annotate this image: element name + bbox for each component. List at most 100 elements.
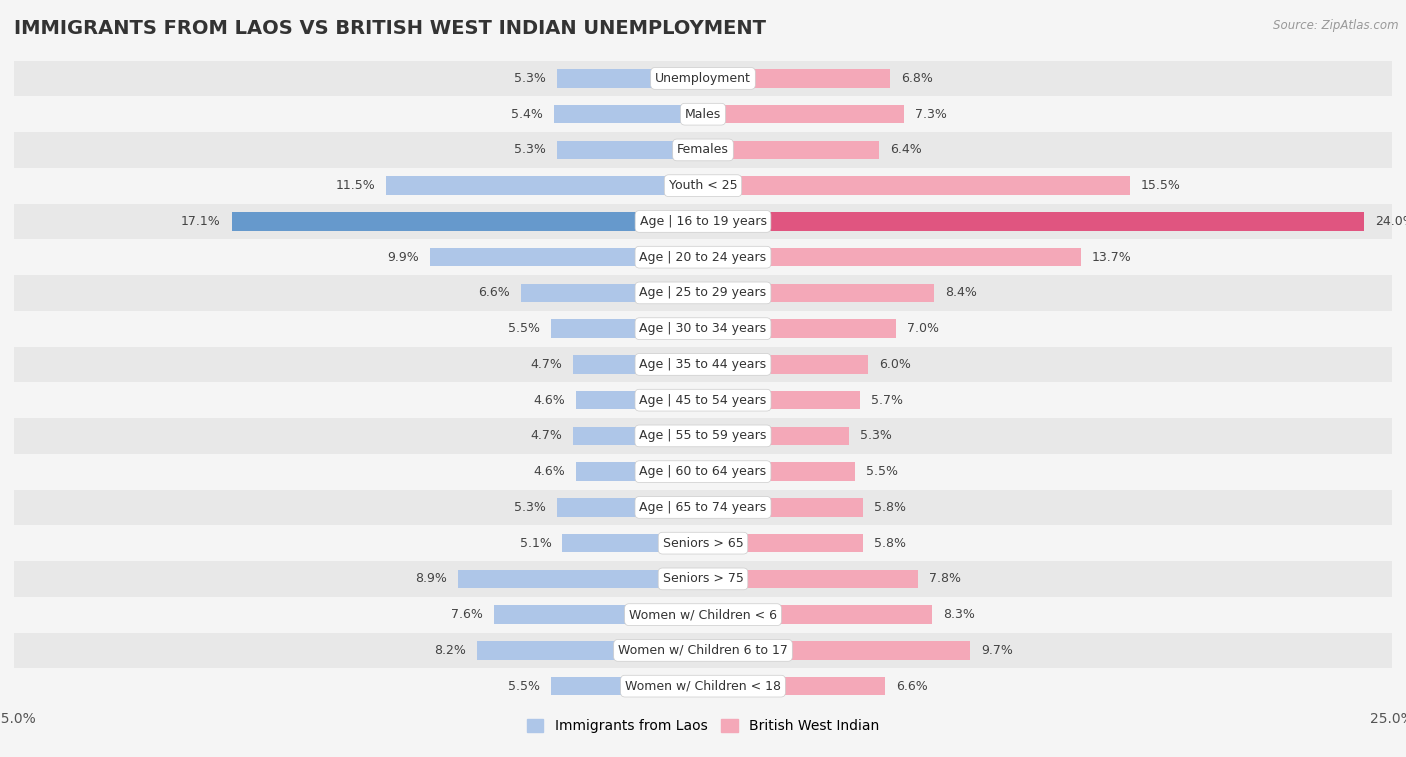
Bar — [14, 132, 1392, 168]
Text: 5.8%: 5.8% — [875, 537, 905, 550]
Bar — [14, 347, 1392, 382]
Bar — [14, 453, 1392, 490]
Bar — [703, 677, 884, 696]
Bar — [387, 176, 703, 195]
Bar — [14, 490, 1392, 525]
Text: Women w/ Children < 6: Women w/ Children < 6 — [628, 608, 778, 621]
Text: 5.1%: 5.1% — [520, 537, 551, 550]
Text: 5.3%: 5.3% — [515, 501, 546, 514]
Text: Seniors > 65: Seniors > 65 — [662, 537, 744, 550]
Bar — [703, 248, 1081, 266]
Text: 4.7%: 4.7% — [530, 358, 562, 371]
Bar — [703, 391, 860, 410]
Bar — [522, 284, 703, 302]
Text: 7.6%: 7.6% — [451, 608, 482, 621]
Bar — [554, 105, 703, 123]
Text: 6.8%: 6.8% — [901, 72, 934, 85]
Text: 7.0%: 7.0% — [907, 322, 939, 335]
Bar — [14, 561, 1392, 597]
Bar — [562, 534, 703, 553]
Text: 9.9%: 9.9% — [388, 251, 419, 263]
Text: Age | 25 to 29 years: Age | 25 to 29 years — [640, 286, 766, 300]
Text: Unemployment: Unemployment — [655, 72, 751, 85]
Bar — [703, 498, 863, 517]
Bar — [14, 382, 1392, 418]
Text: 13.7%: 13.7% — [1091, 251, 1132, 263]
Bar — [14, 61, 1392, 96]
Bar — [703, 641, 970, 659]
Text: 5.3%: 5.3% — [515, 143, 546, 157]
Bar — [551, 319, 703, 338]
Text: 4.6%: 4.6% — [533, 394, 565, 407]
Text: 4.6%: 4.6% — [533, 465, 565, 478]
Text: 8.9%: 8.9% — [415, 572, 447, 585]
Text: Women w/ Children 6 to 17: Women w/ Children 6 to 17 — [619, 644, 787, 657]
Text: Age | 20 to 24 years: Age | 20 to 24 years — [640, 251, 766, 263]
Bar — [494, 606, 703, 624]
Bar — [703, 319, 896, 338]
Text: Age | 30 to 34 years: Age | 30 to 34 years — [640, 322, 766, 335]
Text: Seniors > 75: Seniors > 75 — [662, 572, 744, 585]
Text: 15.5%: 15.5% — [1142, 179, 1181, 192]
Text: Males: Males — [685, 107, 721, 120]
Text: 4.7%: 4.7% — [530, 429, 562, 442]
Bar — [458, 569, 703, 588]
Bar — [14, 525, 1392, 561]
Bar — [551, 677, 703, 696]
Text: 11.5%: 11.5% — [335, 179, 375, 192]
Legend: Immigrants from Laos, British West Indian: Immigrants from Laos, British West India… — [522, 714, 884, 739]
Text: 6.0%: 6.0% — [879, 358, 911, 371]
Text: IMMIGRANTS FROM LAOS VS BRITISH WEST INDIAN UNEMPLOYMENT: IMMIGRANTS FROM LAOS VS BRITISH WEST IND… — [14, 19, 766, 38]
Text: Source: ZipAtlas.com: Source: ZipAtlas.com — [1274, 19, 1399, 32]
Text: 5.3%: 5.3% — [860, 429, 891, 442]
Bar — [14, 204, 1392, 239]
Bar — [557, 141, 703, 159]
Text: Age | 45 to 54 years: Age | 45 to 54 years — [640, 394, 766, 407]
Text: 6.6%: 6.6% — [478, 286, 510, 300]
Bar — [14, 239, 1392, 275]
Bar — [14, 96, 1392, 132]
Bar — [703, 176, 1130, 195]
Text: 5.7%: 5.7% — [872, 394, 903, 407]
Bar — [703, 69, 890, 88]
Bar — [703, 355, 869, 374]
Bar — [14, 633, 1392, 668]
Text: Age | 55 to 59 years: Age | 55 to 59 years — [640, 429, 766, 442]
Text: Age | 65 to 74 years: Age | 65 to 74 years — [640, 501, 766, 514]
Bar — [703, 212, 1364, 231]
Bar — [14, 311, 1392, 347]
Bar — [576, 463, 703, 481]
Bar — [703, 569, 918, 588]
Text: Age | 35 to 44 years: Age | 35 to 44 years — [640, 358, 766, 371]
Text: Age | 60 to 64 years: Age | 60 to 64 years — [640, 465, 766, 478]
Text: 6.6%: 6.6% — [896, 680, 928, 693]
Text: 7.8%: 7.8% — [929, 572, 960, 585]
Text: 5.8%: 5.8% — [875, 501, 905, 514]
Bar — [703, 284, 935, 302]
Bar — [557, 498, 703, 517]
Text: 5.5%: 5.5% — [866, 465, 897, 478]
Text: 8.3%: 8.3% — [943, 608, 974, 621]
Text: Females: Females — [678, 143, 728, 157]
Text: Youth < 25: Youth < 25 — [669, 179, 737, 192]
Bar — [430, 248, 703, 266]
Bar — [557, 69, 703, 88]
Bar — [14, 418, 1392, 453]
Text: 5.3%: 5.3% — [515, 72, 546, 85]
Bar — [703, 105, 904, 123]
Text: Age | 16 to 19 years: Age | 16 to 19 years — [640, 215, 766, 228]
Bar — [14, 668, 1392, 704]
Text: 24.0%: 24.0% — [1375, 215, 1406, 228]
Text: 9.7%: 9.7% — [981, 644, 1014, 657]
Bar — [14, 597, 1392, 633]
Text: 5.4%: 5.4% — [512, 107, 543, 120]
Bar — [477, 641, 703, 659]
Text: 17.1%: 17.1% — [181, 215, 221, 228]
Bar — [703, 141, 879, 159]
Text: 5.5%: 5.5% — [509, 322, 540, 335]
Text: 8.4%: 8.4% — [945, 286, 977, 300]
Text: Women w/ Children < 18: Women w/ Children < 18 — [626, 680, 780, 693]
Text: 7.3%: 7.3% — [915, 107, 948, 120]
Bar — [14, 168, 1392, 204]
Bar — [14, 275, 1392, 311]
